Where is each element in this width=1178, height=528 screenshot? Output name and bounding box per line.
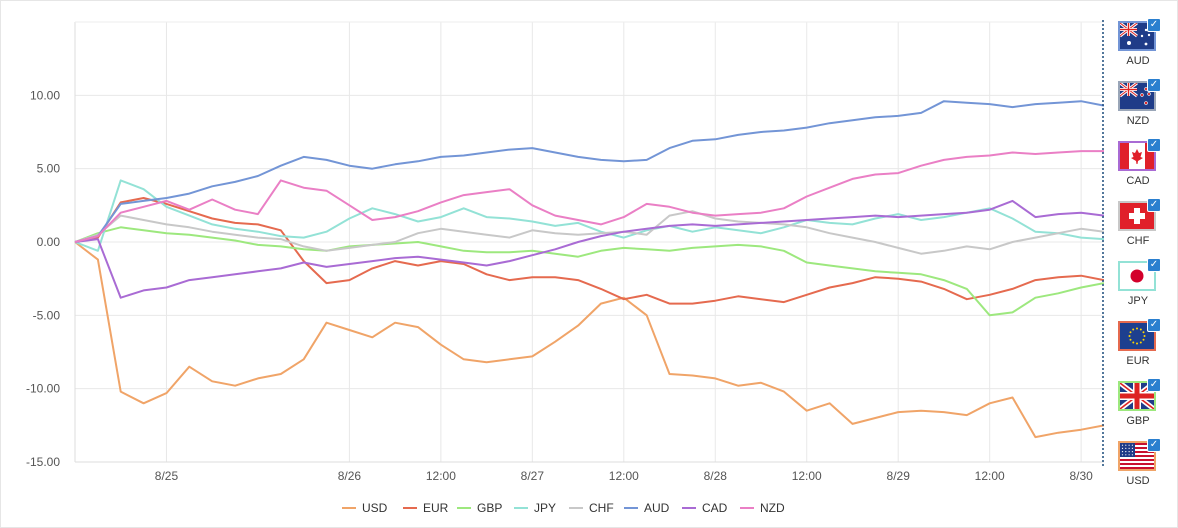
checkbox-checked-icon[interactable]: ✓ — [1147, 18, 1161, 32]
currency-toggle-cad[interactable]: ✓ CAD — [1104, 138, 1178, 201]
currency-label: GBP — [1126, 415, 1150, 427]
x-tick-label: 12:00 — [792, 469, 822, 483]
x-tick-label: 8/27 — [521, 469, 545, 483]
x-tick-label: 12:00 — [426, 469, 456, 483]
australia-flag-icon — [1118, 21, 1156, 51]
y-tick-label: 5.00 — [37, 162, 61, 176]
x-tick-label: 8/30 — [1069, 469, 1093, 483]
currency-label: EUR — [1126, 355, 1150, 367]
checkbox-checked-icon[interactable]: ✓ — [1147, 318, 1161, 332]
series-line-jpy[interactable] — [74, 179, 1104, 252]
series-line-nzd[interactable] — [74, 150, 1104, 243]
eu-flag-icon — [1118, 321, 1156, 351]
series-line-gbp[interactable] — [74, 226, 1104, 317]
legend-item-aud[interactable]: AUD — [644, 501, 670, 515]
legend: USD EUR GBP JPY CHF AUD CAD NZD — [342, 501, 785, 515]
checkbox-checked-icon[interactable]: ✓ — [1147, 78, 1161, 92]
x-tick-label: 8/29 — [887, 469, 911, 483]
currency-label: AUD — [1126, 55, 1150, 67]
x-tick-label: 8/28 — [704, 469, 728, 483]
y-axis-ticks: 10.00 5.00 0.00 -5.00 -10.00 -15.00 — [26, 88, 60, 469]
series-line-aud[interactable] — [74, 100, 1104, 243]
currency-toggle-nzd[interactable]: ✓ NZD — [1104, 78, 1178, 141]
legend-item-eur[interactable]: EUR — [423, 501, 449, 515]
series-line-usd[interactable] — [74, 241, 1104, 439]
legend-item-jpy[interactable]: JPY — [534, 501, 556, 515]
y-tick-label: -10.00 — [26, 382, 60, 396]
x-tick-label: 8/25 — [155, 469, 179, 483]
currency-toggle-gbp[interactable]: ✓ GBP — [1104, 378, 1178, 441]
series-line-eur[interactable] — [74, 197, 1104, 305]
currency-label: CAD — [1126, 175, 1150, 187]
switzerland-flag-icon — [1118, 201, 1156, 231]
legend-item-usd[interactable]: USD — [362, 501, 388, 515]
x-axis-ticks: 8/25 8/26 12:00 8/27 12:00 8/28 12:00 8/29 12:00… — [155, 469, 1093, 483]
currency-selector-panel: ✓ AUD ✓ NZD ✓ CAD ✓ CHF ✓ JPY ✓ EUR ✓ GBP ✓ USD — [1104, 0, 1178, 528]
currency-toggle-chf[interactable]: ✓ CHF — [1104, 198, 1178, 261]
checkbox-checked-icon[interactable]: ✓ — [1147, 198, 1161, 212]
series-line-chf[interactable] — [74, 210, 1104, 255]
legend-item-chf[interactable]: CHF — [589, 501, 614, 515]
series-line-cad[interactable] — [74, 199, 1104, 299]
currency-toggle-usd[interactable]: ✓ USD — [1104, 438, 1178, 501]
currency-label: JPY — [1127, 295, 1149, 307]
legend-item-cad[interactable]: CAD — [702, 501, 728, 515]
x-tick-label: 8/26 — [338, 469, 362, 483]
y-tick-label: -15.00 — [26, 455, 60, 469]
currency-toggle-eur[interactable]: ✓ EUR — [1104, 318, 1178, 381]
y-tick-label: 10.00 — [30, 88, 60, 102]
checkbox-checked-icon[interactable]: ✓ — [1147, 378, 1161, 392]
grid-lines — [75, 22, 1104, 463]
y-tick-label: 0.00 — [37, 235, 61, 249]
checkbox-checked-icon[interactable]: ✓ — [1147, 258, 1161, 272]
currency-toggle-aud[interactable]: ✓ AUD — [1104, 18, 1178, 81]
legend-item-nzd[interactable]: NZD — [760, 501, 785, 515]
legend-item-gbp[interactable]: GBP — [477, 501, 502, 515]
x-tick-label: 12:00 — [609, 469, 639, 483]
currency-toggle-jpy[interactable]: ✓ JPY — [1104, 258, 1178, 321]
series-lines — [74, 100, 1104, 439]
checkbox-checked-icon[interactable]: ✓ — [1147, 138, 1161, 152]
currency-label: USD — [1126, 475, 1150, 487]
x-tick-label: 12:00 — [975, 469, 1005, 483]
currency-label: NZD — [1126, 115, 1150, 127]
y-tick-label: -5.00 — [33, 308, 61, 322]
strength-line-chart: 10.00 5.00 0.00 -5.00 -10.00 -15.00 8/25 8/26 1… — [26, 20, 1104, 515]
checkbox-checked-icon[interactable]: ✓ — [1147, 438, 1161, 452]
currency-label: CHF — [1126, 235, 1150, 247]
